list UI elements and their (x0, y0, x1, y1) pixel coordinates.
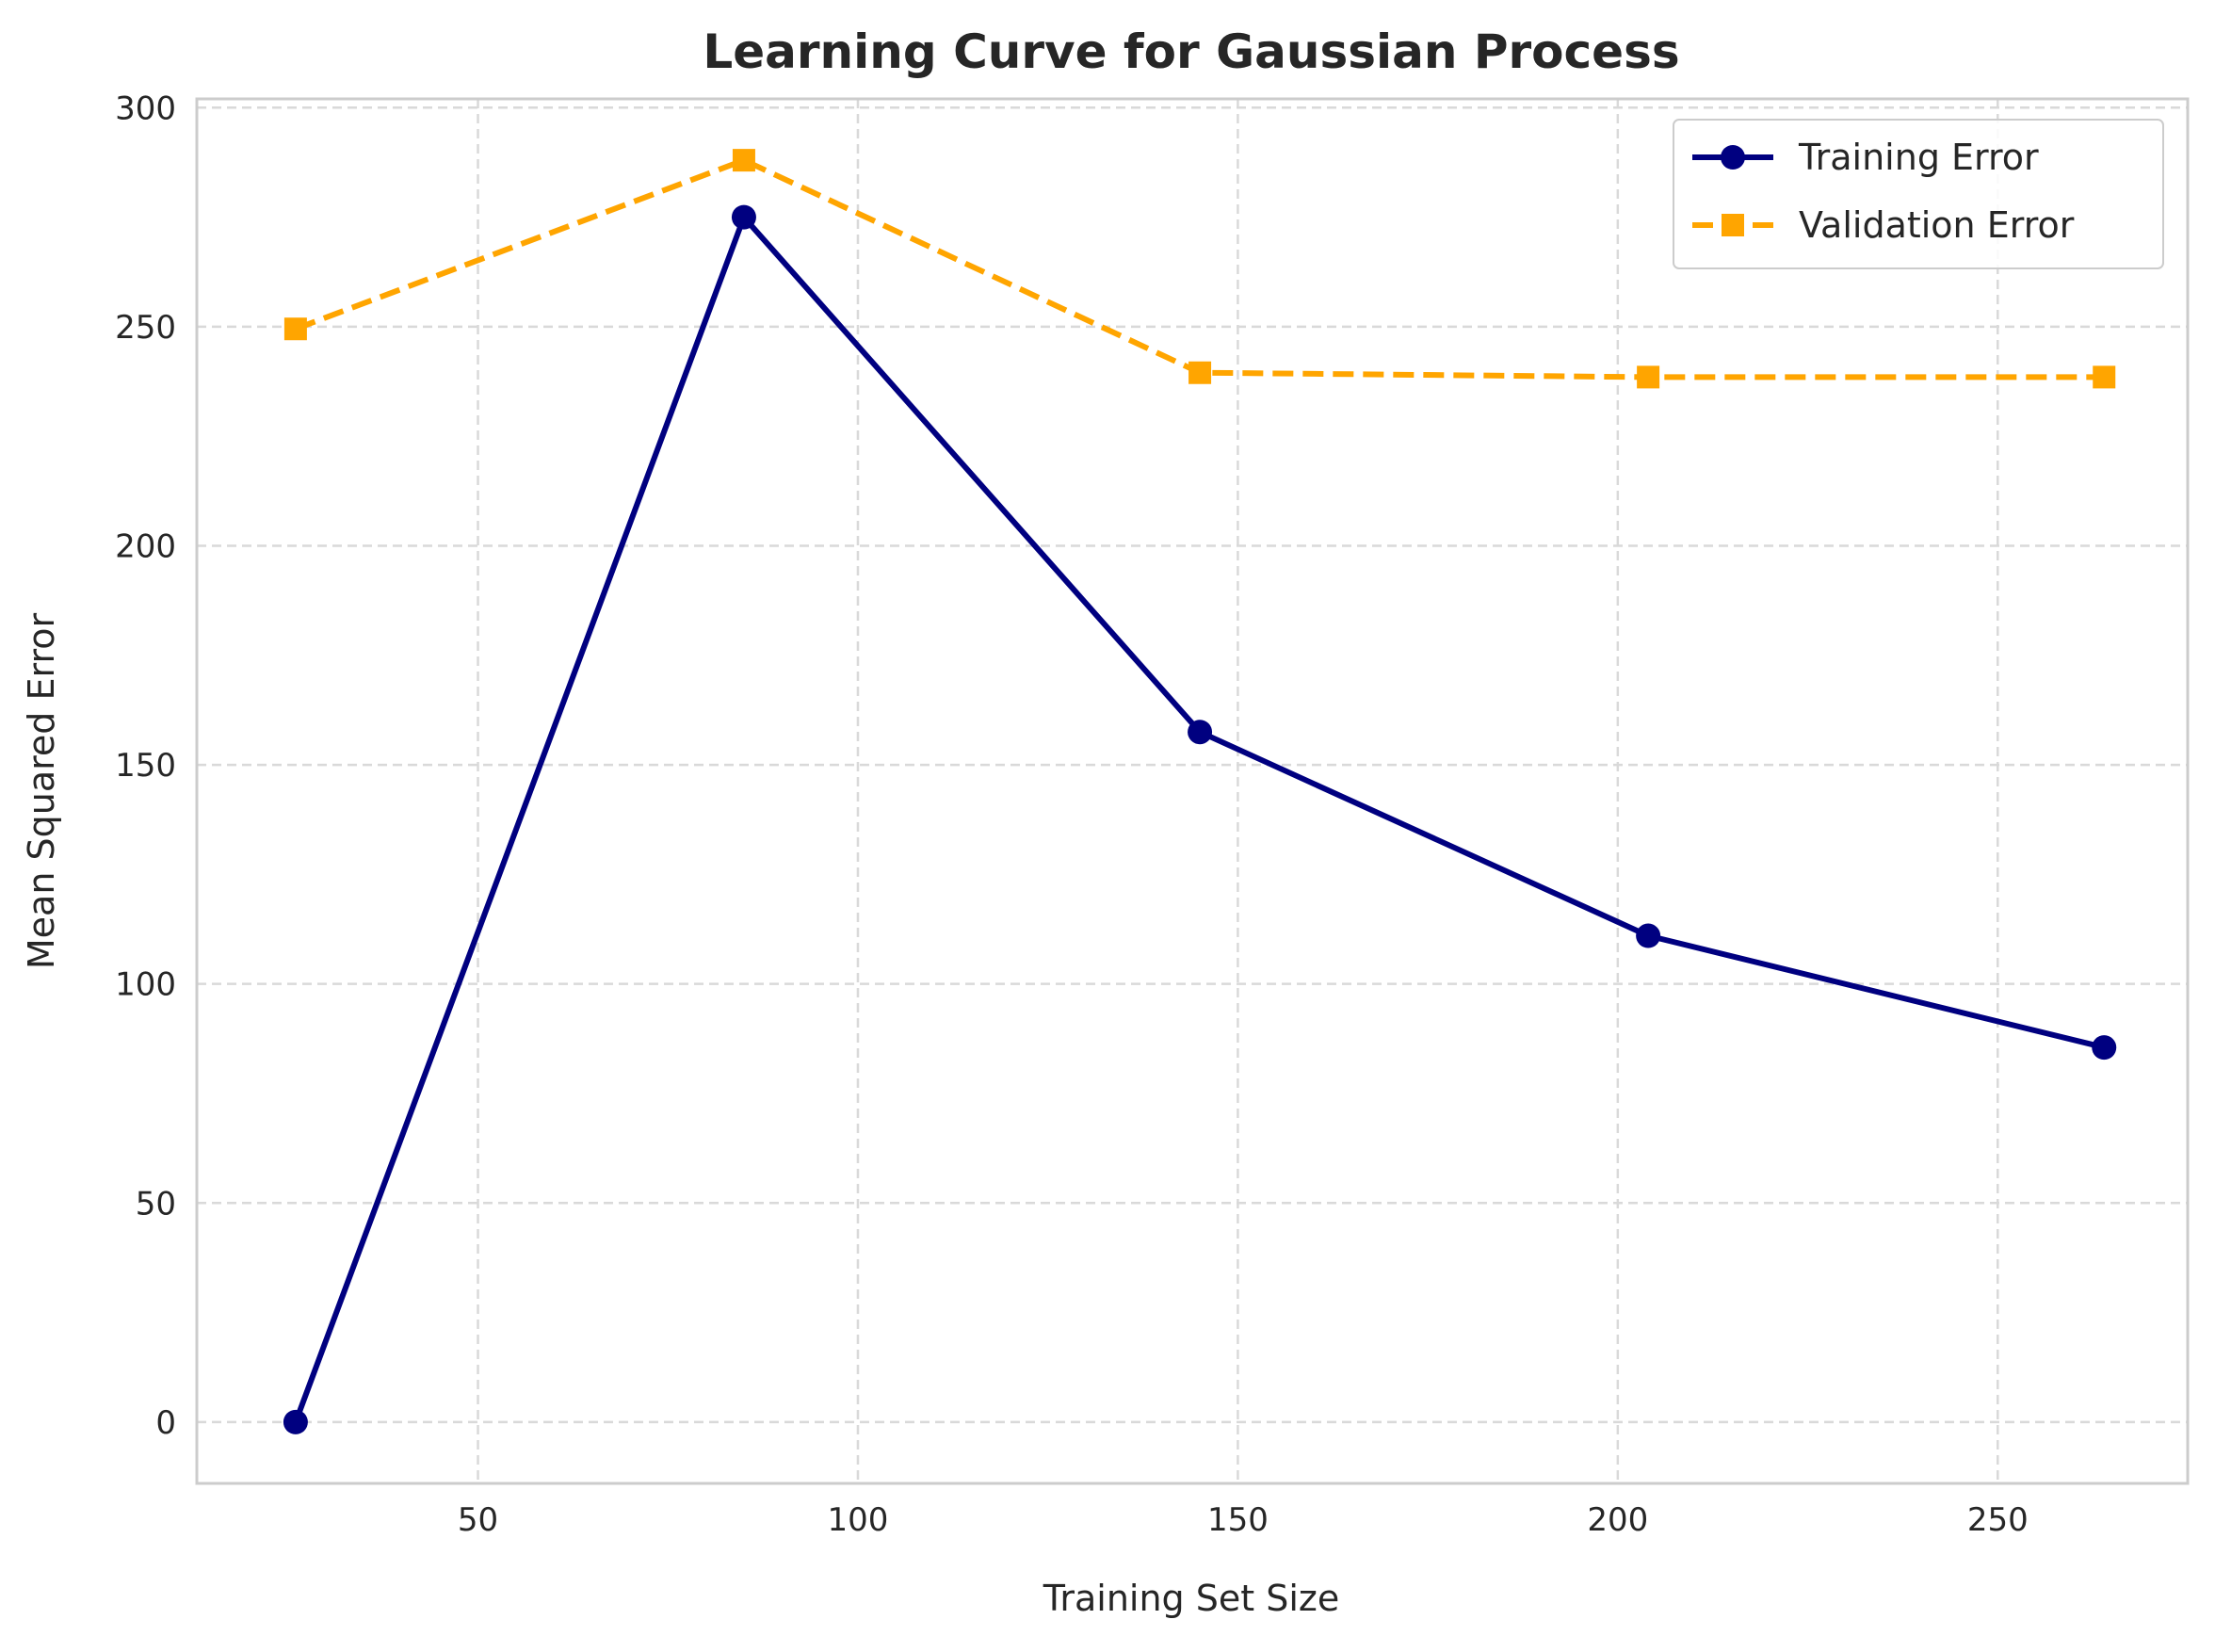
x-tick-label: 150 (1207, 1501, 1269, 1539)
data-point (731, 204, 756, 230)
legend-label: Training Error (1798, 137, 2039, 178)
legend-entry: Training Error (1692, 137, 2039, 178)
series-group (283, 149, 2117, 1434)
y-tick-label: 0 (155, 1404, 176, 1442)
grid-lines (197, 99, 2188, 1483)
data-point (283, 1409, 308, 1434)
legend-entries: Training Error Validation Error (1692, 137, 2075, 246)
x-axis-label: Training Set Size (1043, 1578, 1340, 1619)
y-tick-label: 150 (115, 747, 176, 785)
y-axis-ticks: 0 50 100 150 200 250 300 (115, 89, 176, 1442)
chart-title: Learning Curve for Gaussian Process (703, 24, 1679, 79)
legend-label: Validation Error (1799, 204, 2075, 246)
y-tick-label: 100 (115, 966, 176, 1004)
x-tick-label: 250 (1967, 1501, 2029, 1539)
y-tick-label: 250 (115, 309, 176, 347)
x-axis-ticks: 50 100 150 200 250 (458, 1501, 2029, 1539)
y-tick-label: 200 (115, 527, 176, 565)
data-point (1637, 365, 1660, 389)
data-point (1188, 361, 1212, 384)
series-2 (283, 149, 2116, 389)
legend-marker (1721, 145, 1745, 170)
y-axis-label: Mean Squared Error (21, 613, 62, 970)
data-point (2092, 1035, 2117, 1061)
data-point (732, 149, 755, 172)
legend-box (1673, 119, 2164, 269)
x-tick-label: 100 (828, 1501, 889, 1539)
data-point (2093, 365, 2116, 389)
x-tick-label: 200 (1587, 1501, 1648, 1539)
plot-area-frame (195, 97, 2190, 1485)
legend-marker (1722, 214, 1744, 236)
legend-entry: Validation Error (1692, 204, 2075, 246)
data-point (283, 317, 307, 341)
series-1 (283, 204, 2117, 1434)
y-tick-label: 300 (115, 89, 176, 127)
x-tick-label: 50 (458, 1501, 498, 1539)
data-point (1188, 720, 1213, 745)
legend: Training Error Validation Error (1673, 119, 2164, 269)
y-tick-label: 50 (136, 1185, 176, 1223)
data-point (1636, 923, 1661, 948)
